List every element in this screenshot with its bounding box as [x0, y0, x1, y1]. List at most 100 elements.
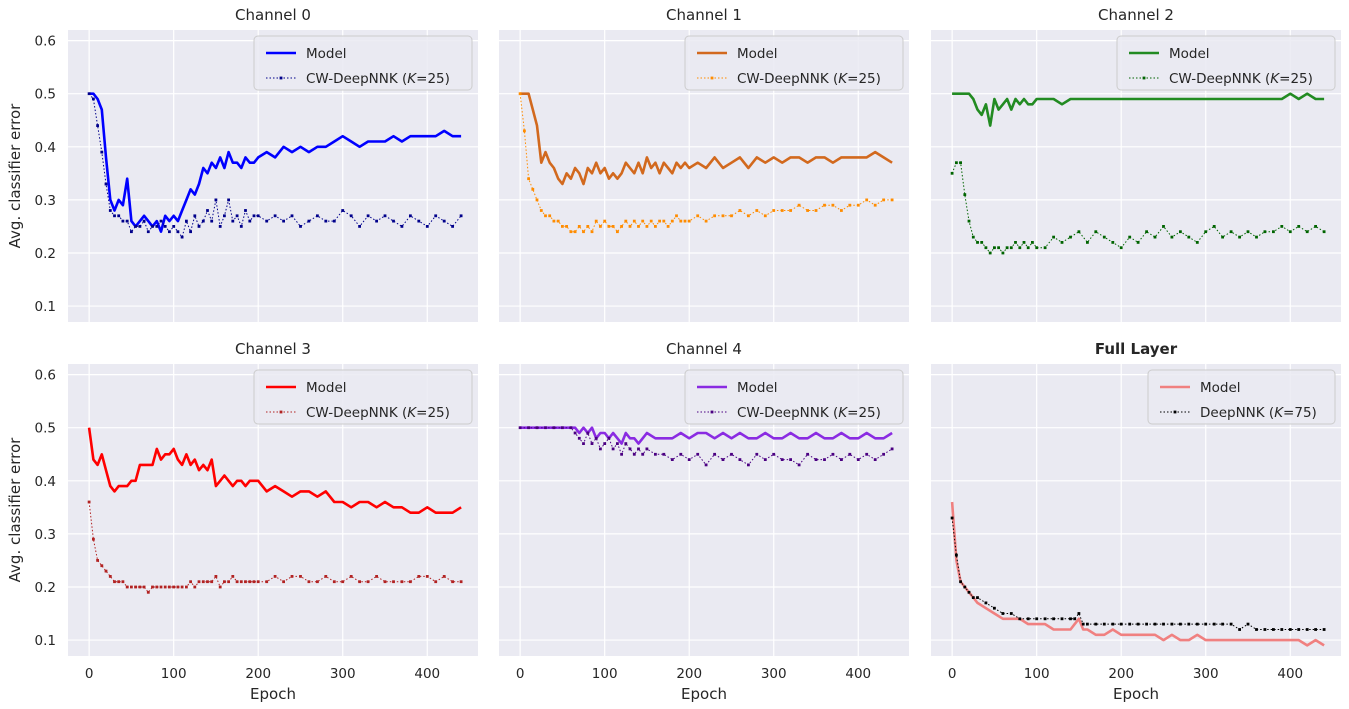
data-point — [1052, 617, 1055, 621]
data-point — [561, 426, 564, 430]
data-point — [599, 447, 602, 451]
data-point — [193, 585, 197, 589]
data-point — [1305, 628, 1309, 631]
data-point — [590, 442, 594, 445]
data-point — [316, 580, 319, 584]
data-point — [687, 458, 691, 461]
data-point — [662, 452, 666, 456]
data-point — [616, 442, 619, 445]
data-point — [121, 219, 125, 223]
y-tick-label: 0.5 — [35, 421, 56, 437]
data-point — [425, 225, 429, 228]
data-point — [1094, 622, 1098, 626]
data-point — [984, 246, 988, 250]
data-point — [332, 580, 336, 584]
data-point — [1102, 622, 1106, 626]
data-point — [1280, 225, 1284, 228]
y-axis-label: Avg. classifier error — [6, 103, 24, 248]
data-point — [1145, 230, 1148, 234]
data-point — [172, 585, 176, 589]
data-point — [1272, 230, 1275, 234]
data-point — [1288, 230, 1292, 234]
series-line-model — [520, 92, 893, 186]
data-point — [392, 219, 395, 223]
data-point — [696, 452, 700, 456]
data-point — [417, 575, 421, 578]
data-point — [988, 251, 992, 255]
legend-label: CW-DeepNNK (K=25) — [737, 405, 881, 421]
data-point — [1263, 628, 1267, 631]
data-point — [840, 209, 843, 212]
x-tick-label: 0 — [516, 666, 525, 682]
x-tick-label: 100 — [592, 666, 618, 682]
data-point — [1195, 241, 1199, 244]
data-point — [955, 553, 958, 557]
data-point — [1187, 622, 1191, 626]
data-point — [358, 225, 361, 228]
data-point — [577, 436, 581, 440]
data-point — [856, 203, 860, 207]
data-point — [223, 580, 226, 584]
data-point — [865, 198, 869, 202]
data-point — [96, 124, 99, 127]
data-point — [290, 575, 294, 578]
data-point — [1272, 628, 1275, 631]
series-line-model — [950, 501, 1325, 647]
data-point — [108, 209, 112, 212]
data-point — [282, 580, 285, 584]
legend: Model CW-DeepNNK (K=25) — [684, 369, 904, 425]
data-point — [113, 580, 116, 584]
data-point — [434, 214, 438, 218]
data-point — [959, 580, 962, 584]
data-point — [1005, 246, 1009, 250]
data-point — [244, 580, 247, 584]
data-point — [679, 219, 683, 223]
x-tick-label: 200 — [1108, 666, 1134, 682]
data-point — [632, 452, 636, 456]
data-point — [594, 436, 598, 440]
data-point — [146, 590, 150, 594]
data-point — [670, 219, 674, 223]
data-point — [527, 426, 530, 430]
data-point — [1212, 622, 1216, 626]
data-point — [185, 219, 188, 223]
data-point — [451, 225, 454, 228]
data-point — [569, 426, 573, 430]
data-point — [1119, 246, 1123, 250]
data-point — [873, 203, 877, 207]
data-point — [1221, 622, 1224, 626]
data-point — [772, 452, 776, 456]
data-point — [1111, 241, 1115, 244]
data-point — [539, 209, 543, 212]
data-point — [163, 225, 167, 228]
data-point — [603, 219, 607, 223]
legend-label: Model — [306, 46, 347, 62]
panel-title: Channel 4 — [666, 340, 742, 358]
data-point — [1170, 622, 1174, 626]
data-point — [713, 452, 716, 456]
legend-label: CW-DeepNNK (K=25) — [1169, 71, 1313, 87]
data-point — [307, 219, 311, 223]
data-point — [840, 458, 843, 461]
data-point — [890, 447, 894, 451]
data-point — [1136, 622, 1140, 626]
data-point — [548, 214, 552, 218]
data-point — [1238, 235, 1241, 239]
y-tick-label: 0.1 — [35, 299, 56, 315]
data-point — [451, 580, 454, 584]
data-point — [611, 225, 615, 228]
data-point — [1014, 241, 1017, 244]
data-point — [104, 569, 108, 573]
data-point — [967, 590, 971, 594]
data-point — [197, 225, 201, 228]
data-point — [117, 214, 121, 218]
data-point — [831, 203, 835, 207]
data-point — [755, 209, 759, 212]
data-point — [696, 214, 700, 218]
legend: Model CW-DeepNNK (K=25) — [1116, 35, 1336, 91]
data-point — [780, 209, 784, 212]
legend-swatch-marker — [710, 76, 714, 80]
data-point — [603, 442, 607, 445]
data-point — [155, 225, 159, 228]
data-point — [1229, 622, 1233, 626]
